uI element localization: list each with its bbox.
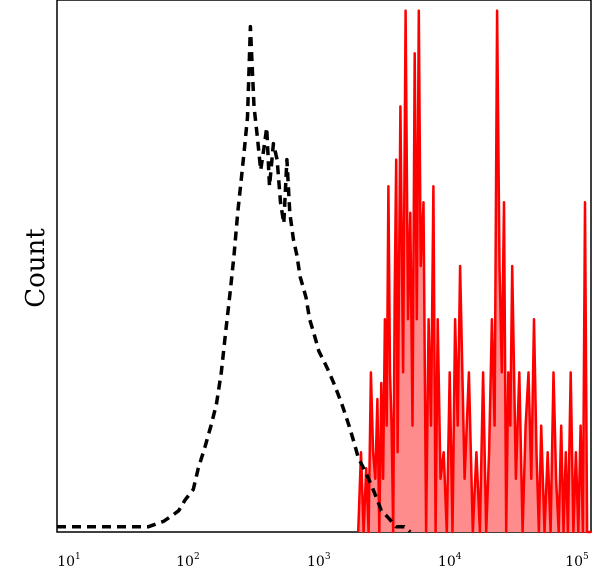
x-tick-label: 102 — [176, 552, 200, 570]
series-1-line — [356, 9, 591, 534]
x-tick-base: 10 — [438, 554, 456, 570]
x-tick-exponent: 5 — [583, 552, 589, 562]
x-tick-label: 101 — [57, 552, 81, 570]
x-tick-exponent: 1 — [75, 552, 81, 562]
plot-frame — [56, 0, 592, 533]
x-tick-exponent: 4 — [456, 552, 462, 562]
x-tick-base: 10 — [307, 554, 325, 570]
x-tick-exponent: 3 — [325, 552, 331, 562]
x-tick-base: 10 — [565, 554, 583, 570]
series-0-dashed-line — [57, 24, 412, 534]
x-tick-exponent: 2 — [194, 552, 200, 562]
x-tick-label: 105 — [565, 552, 589, 570]
x-tick-base: 10 — [57, 554, 75, 570]
x-tick-label: 103 — [307, 552, 331, 570]
series-layer — [57, 9, 591, 534]
y-axis-label: Count — [21, 228, 51, 308]
x-tick-label: 104 — [438, 552, 462, 570]
x-tick-base: 10 — [176, 554, 194, 570]
x-axis-ticks: 101 102 103 104 105 — [57, 552, 589, 570]
